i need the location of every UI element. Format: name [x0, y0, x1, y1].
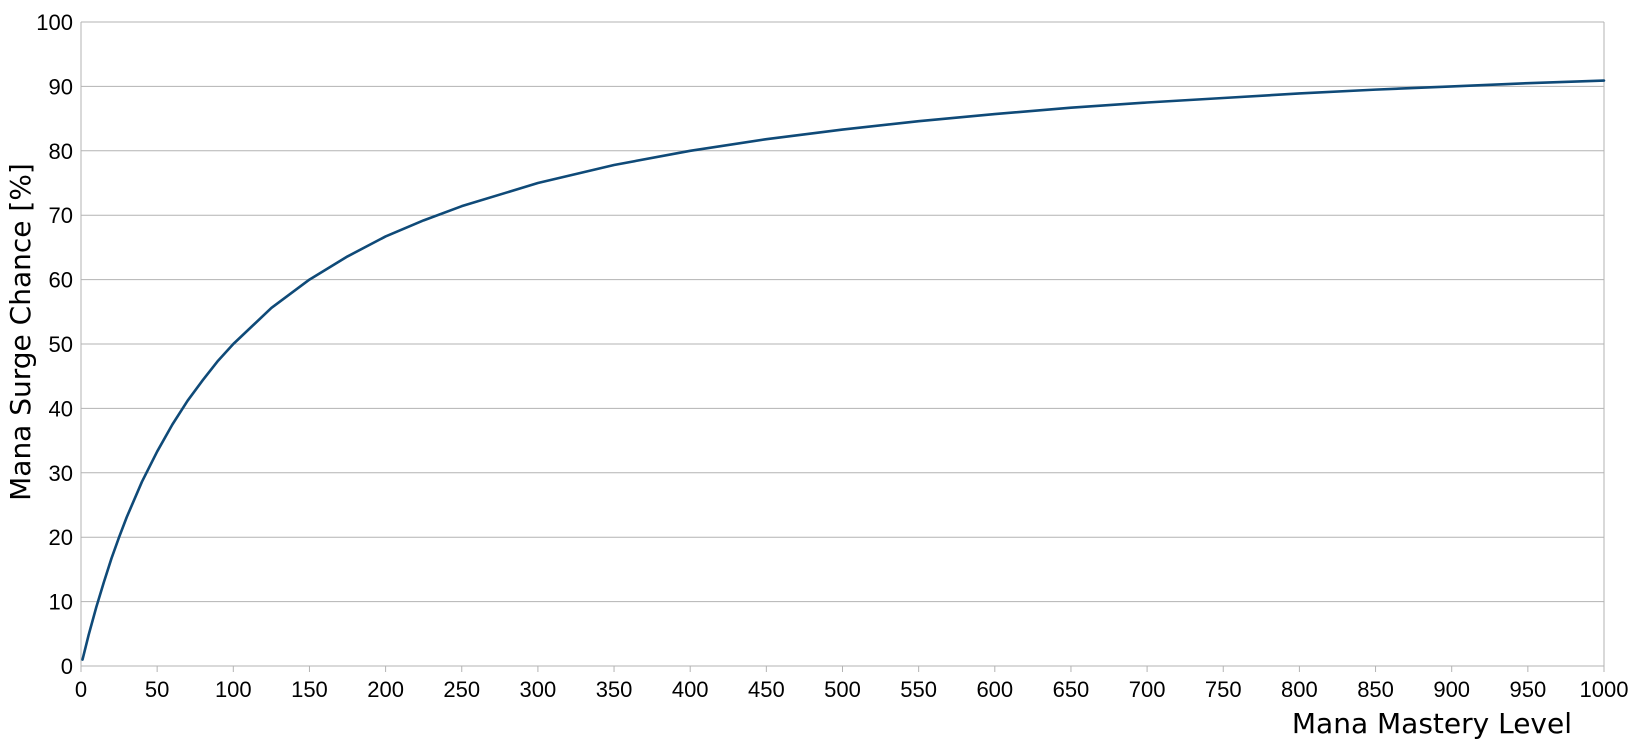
x-axis-title: Mana Mastery Level — [1292, 707, 1572, 740]
x-tick-label: 350 — [596, 677, 633, 702]
y-tick-label: 100 — [36, 10, 73, 35]
y-tick-label: 50 — [49, 332, 73, 357]
y-tick-label: 40 — [49, 396, 73, 421]
x-tick-label: 50 — [145, 677, 169, 702]
y-tick-label: 80 — [49, 139, 73, 164]
x-tick-label: 250 — [443, 677, 480, 702]
y-tick-label: 20 — [49, 525, 73, 550]
y-tick-label: 70 — [49, 203, 73, 228]
y-tick-label: 60 — [49, 268, 73, 293]
series-line-0 — [81, 79, 1606, 661]
x-tick-label: 150 — [291, 677, 328, 702]
x-tick-label: 950 — [1509, 677, 1546, 702]
x-tick-label: 850 — [1357, 677, 1394, 702]
x-tick-label: 500 — [824, 677, 861, 702]
y-tick-label: 30 — [49, 461, 73, 486]
x-tick-label: 0 — [75, 677, 87, 702]
grid-layer — [81, 21, 1604, 667]
x-tick-label: 900 — [1433, 677, 1470, 702]
x-tick-label: 600 — [976, 677, 1013, 702]
y-tick-label: 90 — [49, 74, 73, 99]
series-layer — [81, 79, 1606, 661]
y-tick-label: 0 — [61, 654, 73, 679]
x-tick-label: 700 — [1129, 677, 1166, 702]
x-tick-label: 450 — [748, 677, 785, 702]
x-tick-label: 200 — [367, 677, 404, 702]
y-axis-title: Mana Surge Chance [%] — [4, 163, 37, 501]
x-tick-label: 550 — [900, 677, 937, 702]
y-tick-label: 10 — [49, 590, 73, 615]
y-axis-ticks: 0 10 20 30 40 50 60 70 80 90 100 — [36, 10, 73, 679]
x-tick-label: 750 — [1205, 677, 1242, 702]
x-tick-label: 300 — [520, 677, 557, 702]
x-tick-label: 100 — [215, 677, 252, 702]
x-tick-label: 650 — [1053, 677, 1090, 702]
x-axis-ticks: 0 50 100 150 200 250 300 350 400 450 500 550 600 650 7… — [75, 666, 1629, 702]
x-tick-label: 800 — [1281, 677, 1318, 702]
x-tick-label: 400 — [672, 677, 709, 702]
x-tick-label: 1000 — [1580, 677, 1629, 702]
